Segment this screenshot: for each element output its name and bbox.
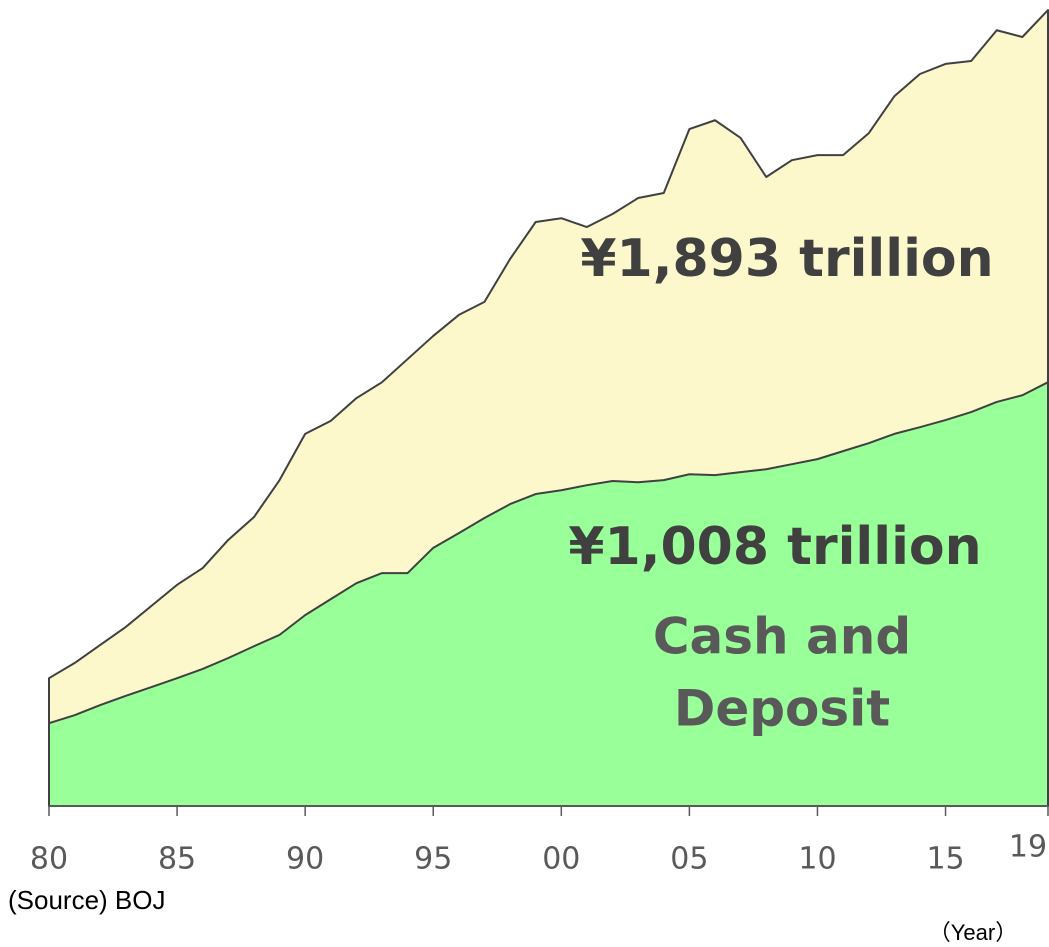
x-tick-label: 19 (1009, 830, 1047, 865)
x-tick-label: 10 (798, 842, 836, 877)
x-tick-label: 90 (286, 842, 324, 877)
x-tick-label: 05 (670, 842, 708, 877)
annotation: ¥1,008 trillion (568, 517, 981, 577)
x-tick-label: 15 (926, 842, 964, 877)
annotation: ¥1,893 trillion (580, 229, 993, 289)
plot-area (48, 9, 1049, 807)
x-axis-label: （Year） (929, 920, 1017, 945)
x-tick-label: 00 (542, 842, 580, 877)
x-tick-label: 85 (158, 842, 196, 877)
annotation: Deposit (674, 680, 890, 738)
area (48, 381, 1049, 807)
source-note: (Source) BOJ (8, 885, 166, 915)
annotation: Cash and (653, 608, 911, 666)
x-tick-label: 80 (30, 842, 68, 877)
x-tick-label: 95 (414, 842, 452, 877)
